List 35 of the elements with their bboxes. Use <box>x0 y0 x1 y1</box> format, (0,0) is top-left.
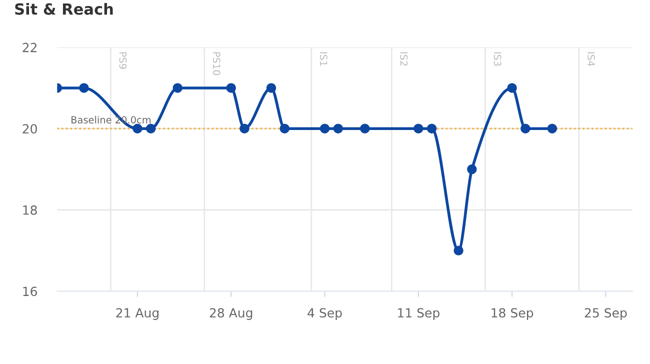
ref-line-label: PS10 <box>212 52 220 76</box>
y-tick-label: 20 <box>22 124 37 134</box>
point <box>172 83 182 93</box>
point <box>360 124 370 134</box>
y-tick-label: 18 <box>23 205 37 215</box>
x-tick-label: 11 Sep <box>398 308 440 320</box>
x-tick-label: 4 Sep <box>308 308 342 320</box>
point <box>426 124 437 134</box>
ref-line-label: IS1 <box>320 52 328 66</box>
point <box>132 124 142 134</box>
x-tick-label: 28 Aug <box>210 308 252 320</box>
point <box>520 124 530 134</box>
point <box>507 83 517 93</box>
ref-line-label: IS3 <box>494 52 502 66</box>
point <box>226 83 236 93</box>
point <box>454 246 464 256</box>
point <box>547 124 558 134</box>
x-tick-label: 25 Sep <box>584 308 627 320</box>
chart-title: Sit & Reach <box>15 2 113 15</box>
point <box>333 124 343 134</box>
point <box>266 83 276 93</box>
point <box>414 124 424 134</box>
y-tick-label: 22 <box>22 42 37 52</box>
ref-line-label: IS2 <box>400 52 408 66</box>
y-tick-label: 16 <box>23 286 37 296</box>
x-tick-label: 21 Aug <box>116 308 158 320</box>
point <box>280 124 290 134</box>
point <box>79 83 89 93</box>
point <box>467 164 477 174</box>
x-tick-label: 18 Sep <box>492 308 534 320</box>
point <box>146 124 156 134</box>
ref-line-label: PS9 <box>119 52 127 69</box>
point <box>240 124 250 134</box>
ref-line-label: IS4 <box>588 52 595 66</box>
point <box>320 124 330 134</box>
